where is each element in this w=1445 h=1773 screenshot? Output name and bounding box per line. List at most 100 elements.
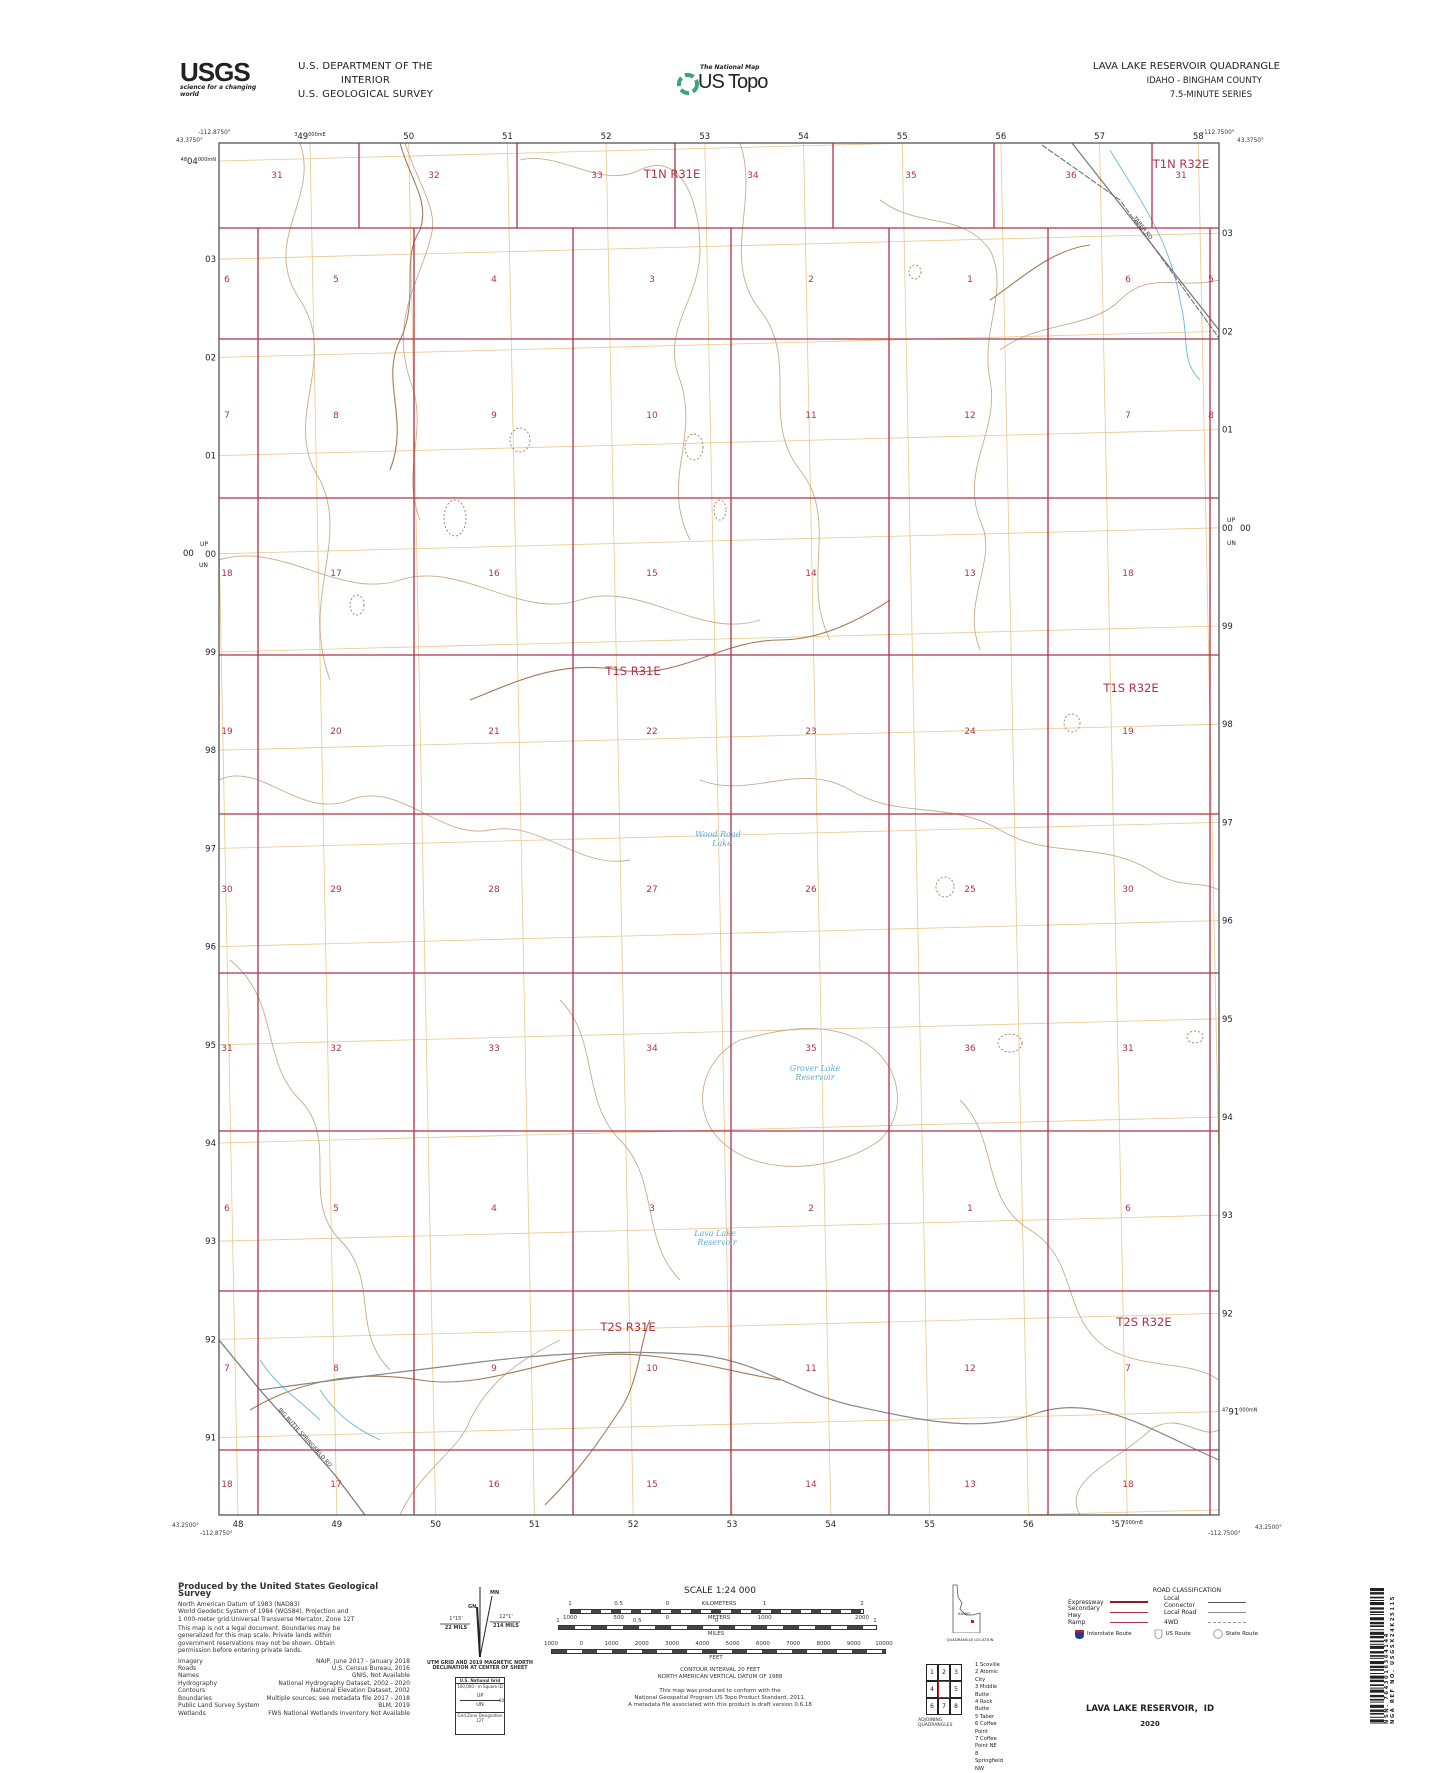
- tick-main: 03: [205, 255, 216, 265]
- mn-mils: 214 MILS: [493, 1623, 519, 1629]
- grid-tick-label: 00: [205, 550, 216, 560]
- contour: [402, 143, 434, 521]
- source-row: Names GNIS, Not Available: [178, 1672, 410, 1679]
- current-quadrangle-cell: [938, 1681, 950, 1698]
- road-line-symbol: [1110, 1621, 1148, 1623]
- water-label: Grover Lake: [790, 1064, 841, 1073]
- section-number: 9: [491, 1364, 497, 1374]
- nw-latitude: 43.3750°: [176, 138, 203, 144]
- barcode-bar: [1370, 1631, 1384, 1635]
- section-number: 11: [805, 411, 816, 421]
- stream: [319, 1389, 381, 1441]
- location-caption: QUADRANGLE LOCATION: [946, 1637, 994, 1642]
- state-label: IDAHO: [958, 1611, 971, 1616]
- section-number: 17: [330, 569, 341, 579]
- grid-tick-label: 02: [1222, 327, 1233, 337]
- section-number: 22: [646, 727, 657, 737]
- road-type-label: Secondary Hwy: [1068, 1605, 1100, 1619]
- declination-caption: UTM GRID AND 2019 MAGNETIC NORTH DECLINA…: [425, 1661, 535, 1671]
- water-labels: Wood Road Lake Grover Lake Reservoir Lav…: [693, 830, 840, 1247]
- utm-easting-line: [507, 143, 535, 1515]
- source-value: National Elevation Dataset, 2002: [310, 1687, 410, 1695]
- barcode-bar: [1370, 1673, 1384, 1674]
- section-number: 36: [1065, 171, 1077, 181]
- tick-main: 01: [205, 452, 216, 462]
- section-number: 7: [1125, 1364, 1131, 1374]
- section-number: 19: [221, 727, 233, 737]
- tick-main: 94: [205, 1139, 216, 1149]
- adjoining-quadrangle-name: 8 Springfield NW: [975, 1750, 1003, 1772]
- grid-zone-up: UP: [200, 541, 208, 548]
- barcode-bar: [1370, 1675, 1384, 1679]
- scale-bar-miles: [558, 1625, 877, 1630]
- square-id-label: 100,000 - m Square ID: [457, 1684, 503, 1689]
- us-topo-logo: The National Map US Topo: [676, 64, 776, 96]
- grid-zone-un: UN: [199, 562, 208, 569]
- utm-northing-line: [1003, 1509, 1219, 1515]
- adjoining-quadrangle-name: 1 Scoville: [975, 1662, 1000, 1668]
- section-number: 28: [488, 885, 500, 895]
- adjoining-cell: 4: [926, 1681, 938, 1698]
- section-number: 23: [805, 727, 816, 737]
- usgs-tagline: science for a changing world: [180, 84, 257, 98]
- standard-line: National Geospatial Program US Topo Prod…: [634, 1695, 806, 1701]
- state-route-circle-icon: [1213, 1629, 1223, 1639]
- section-number: 6: [224, 275, 230, 285]
- tick-main: 96: [205, 943, 216, 953]
- scale-tick-label: 1: [873, 1618, 877, 1624]
- township-label: T2S R32E: [1115, 1315, 1171, 1329]
- railroad-line: [1041, 144, 1219, 339]
- contour: [219, 775, 631, 862]
- pond: [349, 594, 365, 616]
- route-shields: Interstate Route US Route State Route: [1075, 1629, 1258, 1639]
- section-number: 25: [964, 885, 975, 895]
- scale-tick-label: 0: [579, 1641, 584, 1647]
- scale-tick-label: 2000: [634, 1641, 649, 1647]
- grid-tick-label: 94: [205, 1139, 216, 1149]
- barcode-bar: [1370, 1600, 1384, 1601]
- data-sources: Imagery NAIP, June 2017 - January 2018 Roa…: [178, 1658, 410, 1717]
- barcode-bar: [1370, 1614, 1384, 1615]
- tick-main: 02: [1222, 327, 1233, 337]
- index-contour: [544, 1319, 651, 1506]
- grid-tick-label: 50: [430, 1520, 441, 1530]
- quadrangle-marker: [971, 1620, 974, 1623]
- tick-main: 04: [187, 157, 198, 167]
- road-line-symbol: [1208, 1601, 1246, 1603]
- source-item: Imagery: [178, 1657, 203, 1665]
- declination-diagram: MN GN 1°15' 22 MILS 12°1' 214 MILS UTM G…: [427, 1582, 533, 1677]
- section-number: 24: [964, 727, 976, 737]
- contour: [739, 143, 831, 641]
- grid-tick-label: 51: [529, 1520, 540, 1530]
- tick-main: 51: [529, 1520, 540, 1530]
- tick-main: 54: [825, 1520, 836, 1530]
- scale-tick-label: 0: [665, 1615, 670, 1621]
- road-type-label: Expressway: [1068, 1598, 1104, 1606]
- usgs-logo: USGS science for a changing world: [180, 59, 270, 98]
- tick-main: 95: [1222, 1015, 1233, 1025]
- tick-main: 92: [205, 1335, 216, 1345]
- section-number: 30: [221, 885, 233, 895]
- scale-bar-feet: [551, 1649, 886, 1654]
- source-value: National Hydrography Dataset, 2002 - 202…: [278, 1679, 410, 1687]
- tick-main: 97: [205, 844, 216, 854]
- utm-northing-line: [219, 331, 1219, 358]
- tick-main: 50: [403, 132, 414, 142]
- tick-main: 52: [601, 132, 612, 142]
- tick-prefix: 48: [181, 157, 187, 163]
- datum-line: World Geodetic System of 1984 (WGS84). P…: [178, 1608, 349, 1616]
- section-number: 31: [221, 1044, 232, 1054]
- barcode-bar: [1370, 1679, 1384, 1683]
- barcode-bar: [1370, 1643, 1384, 1645]
- section-number: 1: [967, 1204, 973, 1214]
- section-number: 34: [747, 171, 759, 181]
- adjoining-cell: 8: [950, 1698, 962, 1715]
- contour: [1075, 1422, 1219, 1515]
- tick-main: 53: [727, 1520, 738, 1530]
- grid-tick-label: 58: [1193, 132, 1204, 142]
- quadrangle-location-map: IDAHO QUADRANGLE LOCATION: [940, 1583, 1000, 1645]
- barcode-bar: [1370, 1611, 1384, 1613]
- road-legend-item: Local Connector: [1164, 1595, 1246, 1609]
- tick-main: 53: [699, 132, 710, 142]
